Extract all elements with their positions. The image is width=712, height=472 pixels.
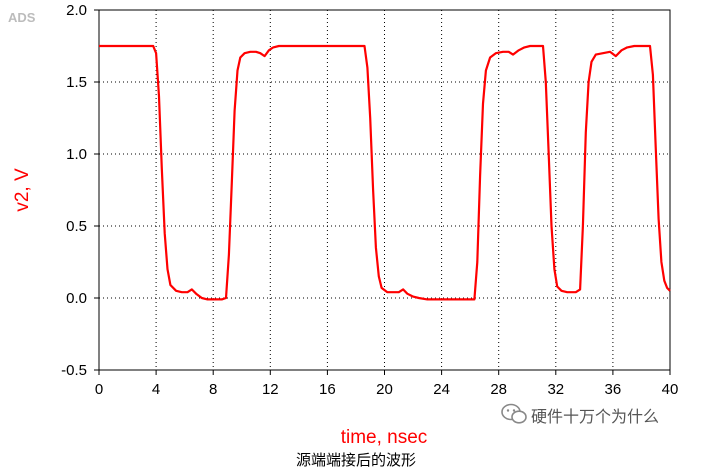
x-tick-label: 20 xyxy=(376,381,393,398)
y-axis-label: v2, V xyxy=(12,168,33,212)
watermark: 硬件十万个为什么 xyxy=(501,403,659,426)
x-tick-label: 0 xyxy=(95,381,103,398)
x-tick-label: 8 xyxy=(209,381,217,398)
x-tick-label: 40 xyxy=(662,381,679,398)
y-axis: -0.5 0.0 0.5 1.0 1.5 2.0 xyxy=(61,2,99,379)
wechat-icon xyxy=(501,403,527,424)
x-axis-label: time, nsec xyxy=(341,427,428,448)
y-tick-label: 1.0 xyxy=(66,146,87,163)
watermark-text: 硬件十万个为什么 xyxy=(531,407,659,426)
x-tick-label: 16 xyxy=(319,381,336,398)
x-tick-label: 36 xyxy=(605,381,622,398)
x-tick-label: 24 xyxy=(433,381,450,398)
x-tick-label: 12 xyxy=(262,381,279,398)
y-tick-label: 2.0 xyxy=(66,2,87,19)
y-tick-label: 0.5 xyxy=(66,218,87,235)
series-line xyxy=(99,44,671,301)
ads-tag: ADS xyxy=(8,10,36,25)
x-tick-label: 32 xyxy=(547,381,564,398)
x-axis: 0 4 8 12 16 20 24 28 32 36 40 xyxy=(95,370,679,398)
caption: 源端端接后的波形 xyxy=(296,451,416,469)
y-tick-label: 1.5 xyxy=(66,74,87,91)
y-tick-label: 0.0 xyxy=(66,290,87,307)
x-tick-label: 28 xyxy=(490,381,507,398)
x-tick-label: 4 xyxy=(152,381,160,398)
y-tick-label: -0.5 xyxy=(61,362,87,379)
